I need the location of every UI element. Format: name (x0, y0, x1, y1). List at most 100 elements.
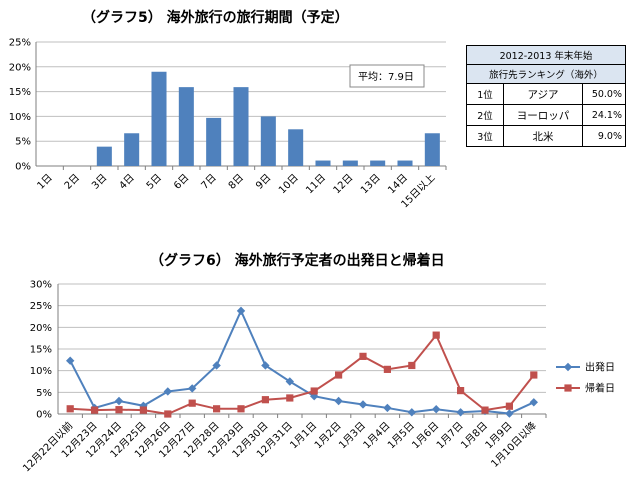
data-point (335, 371, 343, 379)
ranking-share: 24.1% (582, 104, 626, 126)
data-point (530, 371, 538, 379)
chart1-title: （グラフ5） 海外旅行の旅行期間（予定） (82, 9, 349, 26)
data-point (456, 408, 465, 417)
data-point (91, 406, 99, 414)
data-point (310, 387, 318, 395)
y-tick-label: 5% (15, 137, 31, 148)
average-annotation-text: 平均：7.9日 (358, 71, 414, 83)
y-tick-label: 20% (30, 323, 52, 334)
y-tick-label: 5% (36, 388, 52, 399)
data-point (432, 405, 441, 414)
data-point (359, 352, 367, 360)
duration-bar-chart: （グラフ5） 海外旅行の旅行期間（予定） 0% 5% 10% 15% 20% 25% 1日… (9, 9, 447, 210)
bar (124, 133, 140, 166)
chart1-y-ticks: 0% 5% 10% 15% 20% 25% (9, 38, 31, 173)
data-point (334, 396, 343, 406)
bar (424, 133, 440, 166)
series-line-1 (70, 333, 535, 416)
y-tick-label: 0% (15, 162, 31, 173)
data-point (66, 356, 75, 365)
data-point (163, 387, 172, 396)
legend-marker (563, 362, 573, 372)
chart2-title: （グラフ6） 海外旅行予定者の出発日と帰着日 (150, 252, 445, 269)
ranking-header-row-1: 2012-2013 年末年始 (466, 45, 626, 65)
data-point (286, 394, 294, 402)
ranking-row: 2位 ヨーロッパ 24.1% (466, 104, 626, 126)
x-tick-label: 6日 (172, 172, 191, 191)
chart1-bars (96, 71, 440, 166)
x-tick-label: 5日 (145, 172, 164, 191)
y-tick-label: 0% (36, 410, 52, 421)
y-tick-label: 20% (9, 62, 31, 73)
average-annotation-box (349, 64, 425, 88)
legend-label: 出発日 (585, 361, 615, 374)
ranking-rank: 1位 (466, 83, 504, 105)
bar (178, 87, 194, 166)
y-tick-label: 15% (9, 87, 31, 98)
ranking-region: 北米 (503, 125, 583, 147)
legend-label: 帰着日 (585, 382, 615, 395)
bar (288, 129, 304, 166)
y-tick-label: 25% (9, 38, 31, 49)
x-tick-label: 3日 (90, 172, 109, 191)
data-point (114, 396, 124, 406)
legend-marker (564, 384, 572, 392)
bar (206, 117, 222, 166)
bar (260, 116, 276, 166)
ranking-rank: 2位 (466, 104, 504, 126)
ranking-region: ヨーロッパ (503, 104, 583, 126)
ranking-region: アジア (503, 83, 583, 105)
data-point (261, 361, 270, 370)
data-point (139, 406, 147, 414)
destination-ranking-table: 2012-2013 年末年始 旅行先ランキング（海外） 1位 アジア 50.0%… (466, 45, 626, 147)
data-point (457, 387, 465, 395)
data-point (261, 396, 269, 404)
x-tick-label: 2日 (63, 172, 82, 191)
data-point (407, 408, 416, 417)
y-tick-label: 30% (30, 280, 52, 291)
y-tick-label: 10% (9, 112, 31, 123)
data-point (505, 409, 514, 418)
data-point (383, 403, 392, 413)
data-point (213, 405, 221, 413)
data-point (285, 377, 294, 386)
ranking-row: 1位 アジア 50.0% (466, 83, 626, 105)
data-point (188, 399, 196, 407)
data-point (432, 331, 440, 339)
bar (315, 160, 331, 166)
x-tick-label: 7日 (199, 172, 218, 191)
ranking-header-row-2: 旅行先ランキング（海外） (466, 64, 626, 84)
ranking-header-period: 2012-2013 年末年始 (466, 45, 626, 65)
y-tick-label: 15% (30, 345, 52, 356)
x-tick-label: 13日 (359, 172, 383, 196)
x-tick-label: 11日 (304, 172, 328, 196)
x-tick-label: 1日 (35, 172, 54, 191)
data-point (212, 361, 221, 370)
ranking-header-title: 旅行先ランキング（海外） (466, 64, 626, 84)
x-tick-label: 12日 (332, 172, 356, 196)
x-tick-label: 10日 (277, 172, 301, 196)
x-tick-label: 9日 (254, 172, 273, 191)
departure-return-line-chart: （グラフ6） 海外旅行予定者の出発日と帰着日 0% 5% 10% 15% 20% 25% 3… (20, 252, 615, 474)
ranking-share: 50.0% (582, 83, 626, 105)
chart2-lines (66, 306, 538, 418)
data-point (66, 405, 74, 413)
data-point (481, 406, 489, 414)
series-line-0 (69, 308, 535, 415)
ranking-row: 3位 北米 9.0% (466, 125, 626, 147)
data-point (164, 410, 172, 418)
data-point (188, 384, 197, 393)
chart2-x-ticks: 12月22日以前12月23日12月24日12月25日12月26日12月27日12… (20, 414, 547, 474)
chart2-y-ticks: 0% 5% 10% 15% 20% 25% 30% (30, 280, 52, 421)
x-tick-label: 8日 (227, 172, 246, 191)
x-tick-label: 14日 (386, 172, 410, 196)
bar (397, 160, 413, 166)
data-point (529, 398, 538, 407)
data-point (358, 400, 368, 409)
x-tick-label: 4日 (117, 172, 136, 191)
data-point (236, 306, 246, 316)
bar (370, 160, 386, 166)
ranking-rank: 3位 (466, 125, 504, 147)
